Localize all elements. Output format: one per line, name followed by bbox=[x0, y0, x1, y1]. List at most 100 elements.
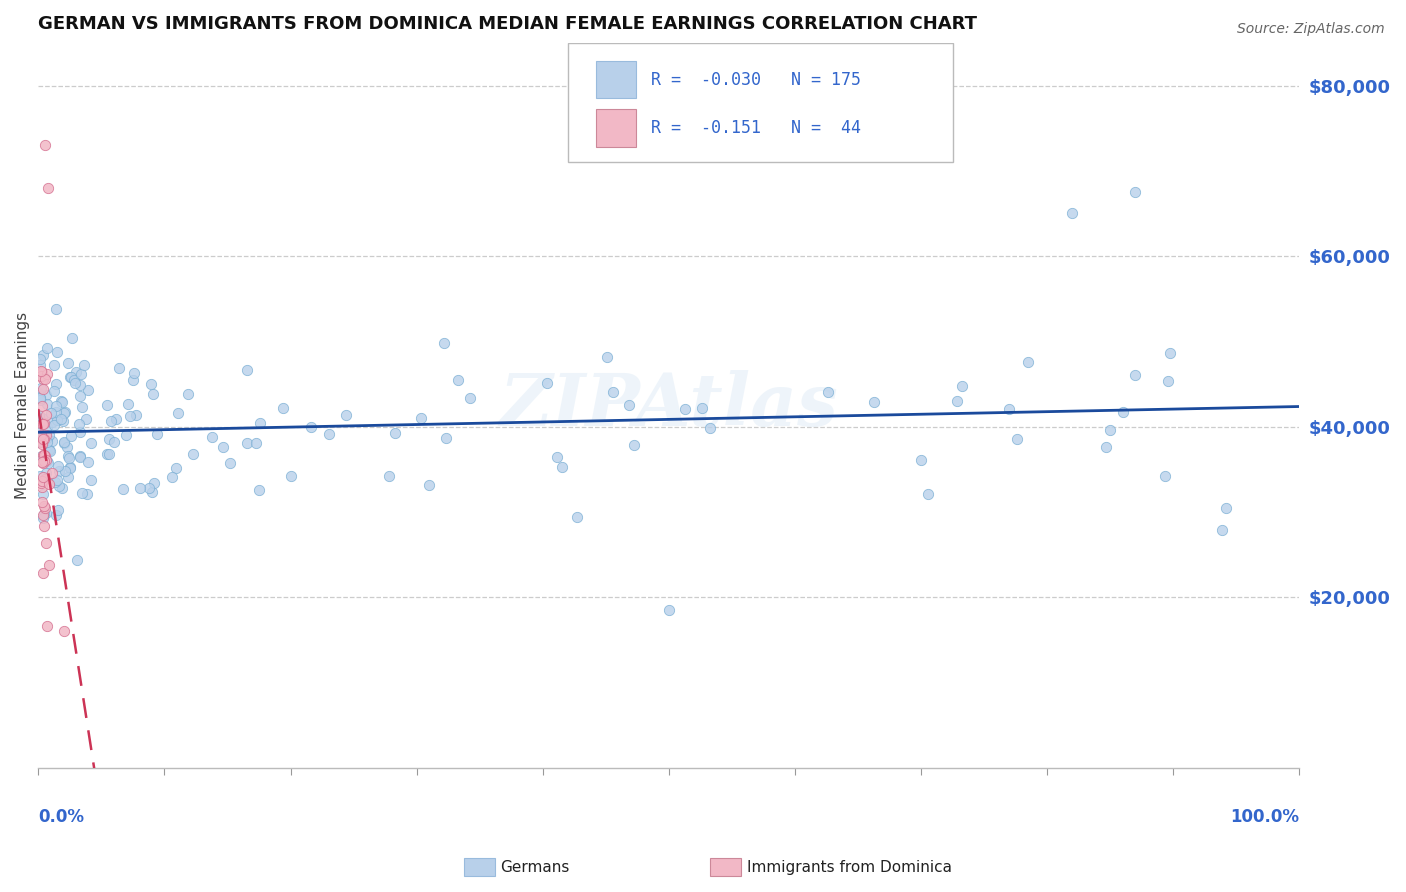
Point bbox=[31, 372, 53, 386]
Point bbox=[73, 358, 96, 372]
Point bbox=[31, 434, 53, 449]
Point bbox=[97, 447, 120, 461]
Point bbox=[335, 408, 357, 422]
Point bbox=[60, 331, 83, 345]
Point bbox=[76, 455, 98, 469]
Point bbox=[1017, 355, 1039, 369]
Point bbox=[35, 453, 58, 467]
Point bbox=[69, 417, 91, 432]
Point bbox=[273, 401, 295, 416]
Point bbox=[30, 392, 52, 407]
Point bbox=[32, 470, 55, 484]
Point bbox=[53, 464, 76, 478]
Point bbox=[32, 566, 55, 580]
Text: GERMAN VS IMMIGRANTS FROM DOMINICA MEDIAN FEMALE EARNINGS CORRELATION CHART: GERMAN VS IMMIGRANTS FROM DOMINICA MEDIA… bbox=[38, 15, 977, 33]
Point bbox=[673, 401, 696, 416]
Point bbox=[37, 431, 59, 445]
Point bbox=[247, 483, 270, 497]
Point bbox=[117, 397, 139, 411]
Point bbox=[41, 415, 63, 429]
Point bbox=[96, 398, 118, 412]
Point bbox=[201, 430, 224, 444]
Text: Germans: Germans bbox=[501, 860, 569, 874]
Point bbox=[1095, 440, 1118, 454]
Point bbox=[30, 391, 52, 405]
Point bbox=[35, 467, 58, 481]
Text: 0.0%: 0.0% bbox=[38, 807, 84, 826]
Point bbox=[37, 181, 59, 195]
Point bbox=[66, 552, 89, 566]
Point bbox=[105, 411, 128, 425]
Point bbox=[34, 500, 56, 515]
Point bbox=[245, 436, 267, 450]
Point bbox=[536, 376, 558, 390]
FancyBboxPatch shape bbox=[596, 61, 636, 98]
Point bbox=[35, 408, 58, 422]
Point bbox=[31, 474, 53, 488]
Text: R =  -0.030   N = 175: R = -0.030 N = 175 bbox=[651, 70, 860, 88]
Point bbox=[38, 443, 60, 458]
Point bbox=[31, 365, 53, 379]
Point bbox=[30, 369, 52, 384]
Point bbox=[1154, 469, 1177, 483]
Point bbox=[59, 428, 82, 442]
Point bbox=[433, 335, 456, 350]
Point bbox=[44, 417, 66, 432]
Point bbox=[143, 476, 166, 491]
Point bbox=[115, 428, 138, 442]
Point bbox=[32, 382, 55, 396]
Point bbox=[1159, 346, 1181, 360]
Point bbox=[167, 406, 190, 420]
FancyBboxPatch shape bbox=[568, 43, 952, 162]
Point bbox=[409, 410, 432, 425]
Point bbox=[31, 417, 53, 431]
Point bbox=[1062, 206, 1084, 220]
Point bbox=[28, 408, 51, 422]
Point bbox=[38, 558, 60, 573]
Point bbox=[49, 412, 72, 426]
Point bbox=[32, 510, 55, 524]
Text: Immigrants from Dominica: Immigrants from Dominica bbox=[747, 860, 952, 874]
Point bbox=[48, 464, 70, 478]
Point bbox=[62, 373, 84, 387]
Point bbox=[141, 484, 163, 499]
Point bbox=[165, 460, 187, 475]
Point bbox=[58, 449, 80, 463]
Point bbox=[38, 428, 60, 442]
Point bbox=[49, 394, 72, 409]
Point bbox=[142, 387, 165, 401]
Text: 100.0%: 100.0% bbox=[1230, 807, 1299, 826]
Point bbox=[31, 476, 53, 491]
Point bbox=[31, 480, 53, 494]
Point bbox=[917, 487, 939, 501]
Point bbox=[38, 442, 60, 457]
Point bbox=[52, 414, 75, 428]
Point bbox=[34, 472, 56, 486]
Point bbox=[76, 487, 98, 501]
Point bbox=[1098, 424, 1121, 438]
Point bbox=[108, 360, 131, 375]
Point bbox=[699, 420, 721, 434]
Point bbox=[45, 399, 67, 413]
Point bbox=[37, 457, 59, 471]
Point bbox=[34, 372, 56, 386]
Point bbox=[35, 435, 58, 450]
Point bbox=[219, 456, 242, 470]
Point bbox=[32, 453, 55, 467]
Point bbox=[602, 385, 624, 400]
Point bbox=[46, 473, 69, 487]
Point bbox=[32, 417, 55, 431]
Point bbox=[35, 388, 58, 402]
Point bbox=[623, 438, 645, 452]
Point bbox=[378, 468, 401, 483]
Point bbox=[41, 466, 63, 480]
Point bbox=[51, 395, 73, 409]
Point bbox=[65, 365, 87, 379]
Point bbox=[44, 358, 66, 372]
Point bbox=[69, 389, 91, 403]
Point bbox=[31, 400, 53, 414]
Point bbox=[30, 391, 52, 405]
Point bbox=[1123, 368, 1146, 382]
Point bbox=[32, 508, 55, 522]
Point bbox=[31, 415, 53, 429]
